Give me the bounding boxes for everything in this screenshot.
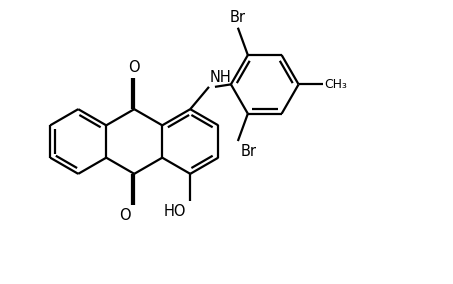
Text: CH₃: CH₃ [324,78,347,91]
Text: Br: Br [230,10,246,25]
Text: O: O [129,60,140,75]
Text: O: O [120,208,131,223]
Text: Br: Br [241,143,256,158]
Text: NH: NH [209,70,231,85]
Text: HO: HO [164,204,186,219]
